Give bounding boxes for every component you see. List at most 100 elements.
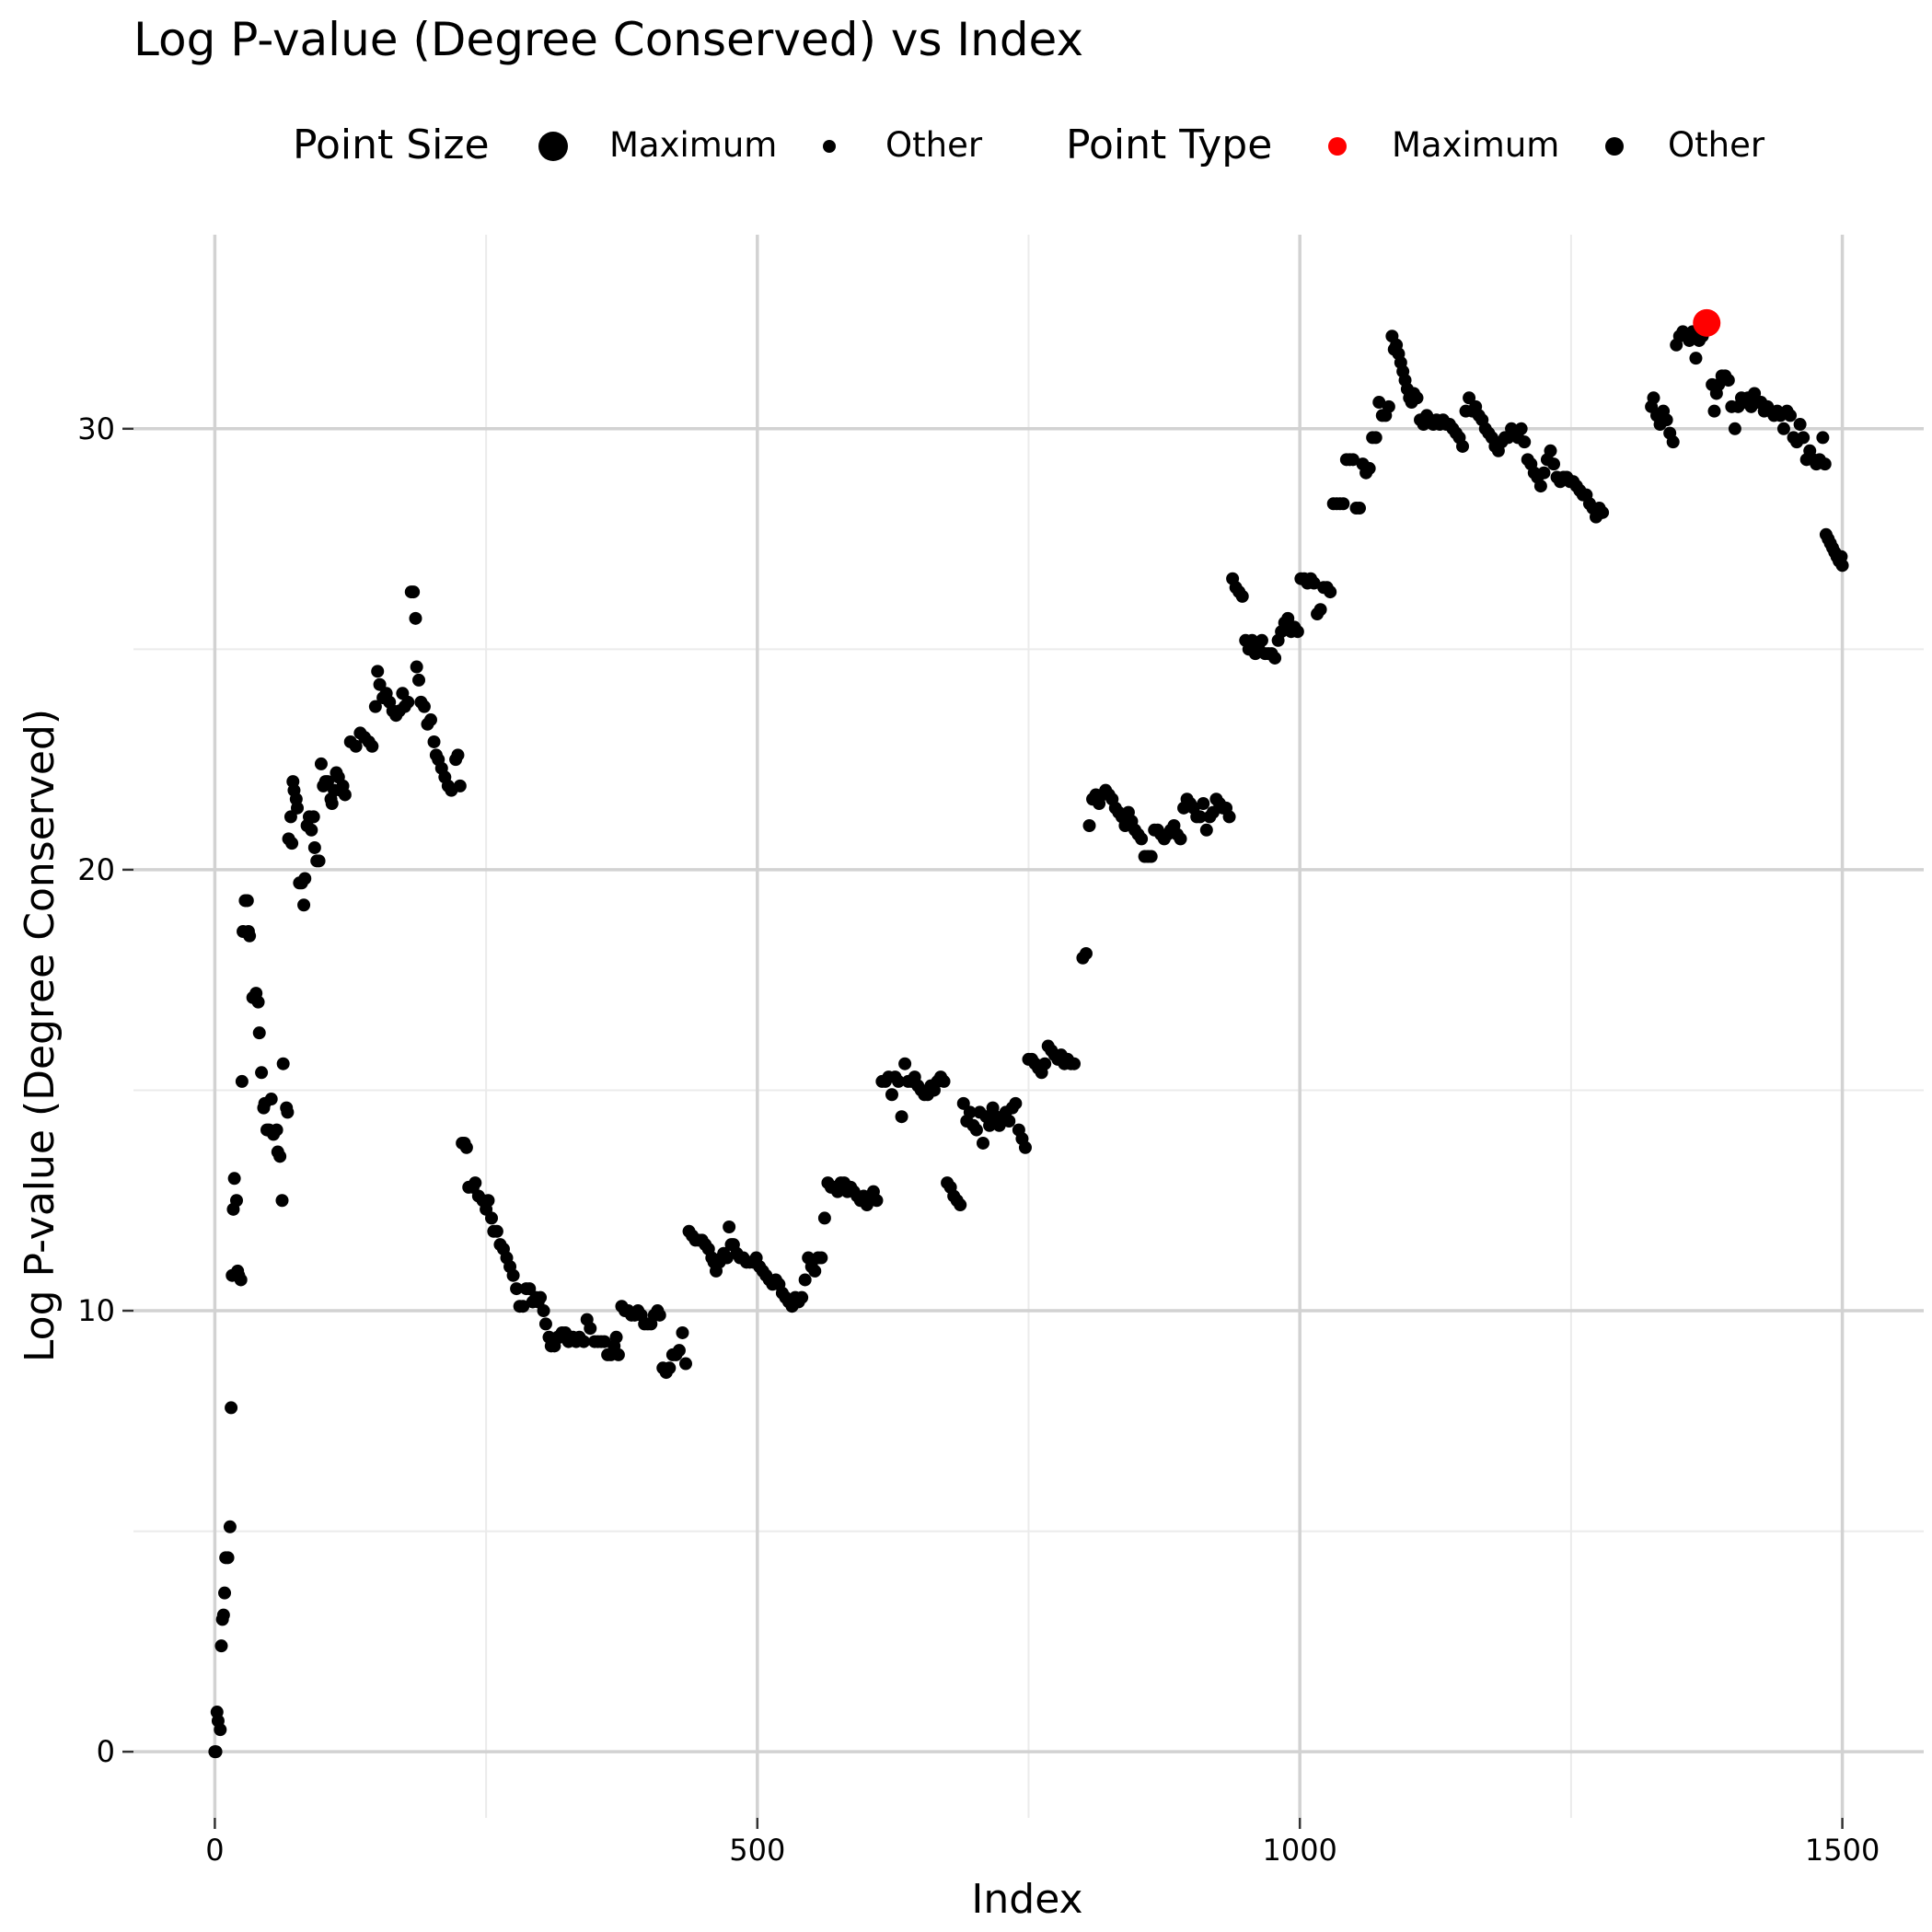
data-point <box>577 1335 591 1348</box>
data-point <box>1518 435 1532 449</box>
data-point <box>1135 832 1149 846</box>
data-point <box>221 1551 235 1565</box>
data-point <box>1268 651 1282 665</box>
data-point <box>409 611 422 625</box>
legend-label-type-other: Other <box>1668 125 1765 165</box>
data-point <box>459 1140 473 1154</box>
data-point <box>216 1608 230 1622</box>
data-point <box>1689 352 1703 365</box>
data-point <box>285 837 299 850</box>
y-axis-title: Log P-value (Degree Conserved) <box>17 709 64 1362</box>
data-point <box>1728 422 1741 435</box>
data-point <box>679 1357 693 1371</box>
data-point <box>676 1325 689 1339</box>
data-point <box>298 872 312 885</box>
data-point <box>227 1172 241 1186</box>
legend-label-type-maximum: Maximum <box>1392 125 1560 165</box>
data-point <box>255 1066 269 1080</box>
data-point <box>1463 391 1476 405</box>
data-point <box>1324 585 1337 599</box>
data-point <box>490 1224 503 1238</box>
data-point <box>417 700 431 713</box>
data-point <box>808 1264 822 1278</box>
data-point <box>1372 396 1386 410</box>
data-point <box>663 1361 677 1375</box>
x-tick-label: 500 <box>729 1833 785 1868</box>
legend-key-type-other <box>1605 137 1624 156</box>
data-point <box>611 1348 625 1361</box>
data-point <box>983 1118 997 1132</box>
data-point <box>1835 559 1849 573</box>
data-point <box>1193 810 1207 824</box>
data-point <box>720 1251 734 1265</box>
data-point <box>281 1105 295 1119</box>
data-point <box>1456 439 1470 453</box>
data-point <box>1307 576 1321 590</box>
data-point <box>516 1300 530 1313</box>
data-point <box>937 1074 951 1088</box>
data-point <box>898 1057 912 1070</box>
data-point <box>412 673 426 687</box>
data-point <box>815 1251 828 1265</box>
data-point <box>1009 1096 1023 1110</box>
chart-title: Log P-value (Degree Conserved) vs Index <box>133 13 1084 66</box>
data-point <box>270 1123 283 1137</box>
data-point <box>321 775 335 789</box>
data-point <box>956 1096 970 1110</box>
data-point <box>892 1074 906 1088</box>
data-point <box>534 1290 548 1304</box>
data-point <box>817 1211 831 1225</box>
x-axis-title: Index <box>971 1876 1082 1923</box>
data-point <box>1038 1057 1052 1070</box>
data-point <box>314 757 328 770</box>
data-point <box>297 898 311 912</box>
data-point <box>1793 418 1807 432</box>
y-tick-label: 30 <box>77 411 115 446</box>
data-point <box>976 1136 989 1150</box>
data-point <box>373 677 387 691</box>
data-point <box>312 854 326 868</box>
data-point <box>307 810 320 824</box>
legend-title-point-size: Point Size <box>293 121 490 168</box>
data-point <box>723 1220 736 1233</box>
data-point <box>485 1211 498 1225</box>
data-point <box>1079 946 1093 960</box>
data-point <box>795 1290 809 1304</box>
data-point <box>1144 850 1158 863</box>
data-point <box>1197 797 1210 811</box>
data-point <box>427 735 441 748</box>
data-point <box>214 1639 228 1653</box>
data-point <box>1666 435 1680 449</box>
data-point <box>597 1335 611 1348</box>
data-point <box>1647 391 1660 405</box>
data-point <box>410 660 423 674</box>
data-point <box>1346 453 1359 467</box>
x-tick-label: 1500 <box>1805 1833 1880 1868</box>
data-point <box>469 1176 482 1190</box>
data-point <box>1816 431 1830 445</box>
data-point <box>338 788 352 802</box>
x-tick-label: 1000 <box>1262 1833 1336 1868</box>
data-point <box>1721 374 1735 388</box>
data-point <box>1082 819 1096 833</box>
data-point <box>954 1198 967 1212</box>
data-point <box>365 739 379 753</box>
legend-key-type-maximum <box>1328 137 1347 156</box>
data-point <box>481 1194 495 1208</box>
data-point <box>1235 589 1249 603</box>
data-point <box>523 1282 537 1296</box>
legend-key-size-other <box>823 140 836 153</box>
data-point <box>609 1330 623 1344</box>
data-point <box>1281 611 1295 625</box>
data-point <box>1174 832 1187 846</box>
data-point <box>349 739 363 753</box>
legend-key-size-maximum <box>538 132 568 161</box>
data-point <box>1068 1057 1082 1070</box>
data-point <box>218 1586 232 1600</box>
data-point <box>1313 603 1327 617</box>
data-points <box>208 308 1849 1759</box>
data-point <box>1776 422 1790 435</box>
legend-label-size-maximum: Maximum <box>609 125 778 165</box>
data-point <box>885 1088 898 1102</box>
